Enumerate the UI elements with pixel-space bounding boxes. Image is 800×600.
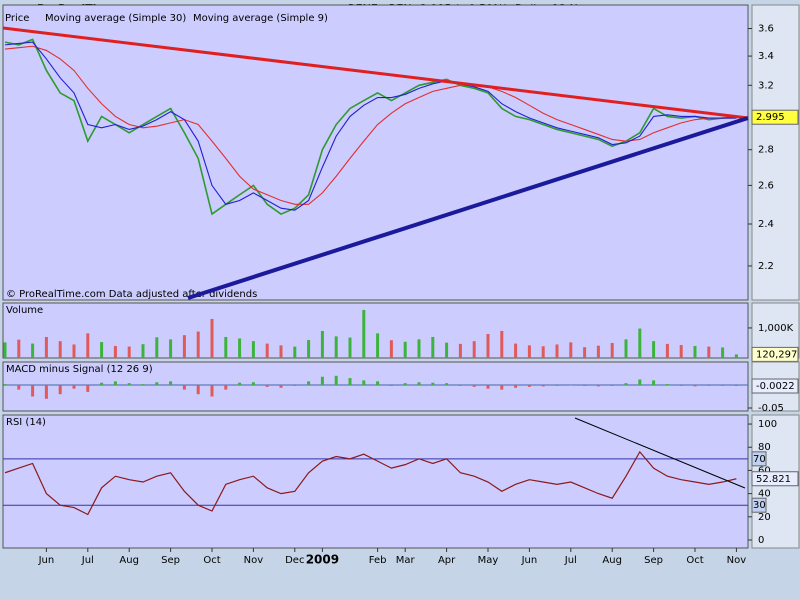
series-line <box>4 38 737 216</box>
y-tick-label: 2.4 <box>758 219 774 230</box>
x-tick-label: Aug <box>602 555 622 566</box>
x-tick-label: Sep <box>644 555 663 566</box>
legend-entry: Price <box>5 13 29 24</box>
value-box <box>751 471 799 487</box>
y-tick-label: 2.8 <box>758 145 774 156</box>
series-line <box>4 41 737 211</box>
axis-strip <box>751 4 800 301</box>
value-box <box>751 346 799 362</box>
y-tick-label: 2.2 <box>758 261 774 272</box>
x-tick-label: 2009 <box>306 553 339 567</box>
value-box-label: 2.995 <box>756 112 785 123</box>
x-tick-label: Nov <box>244 555 264 566</box>
y-tick-label: 20 <box>758 512 771 523</box>
value-box-label: -0.0022 <box>756 381 795 392</box>
panel <box>2 361 749 412</box>
resistance-line <box>2 26 749 120</box>
x-tick-label: Oct <box>686 555 703 566</box>
y-tick-label: 40 <box>758 489 771 500</box>
y-tick-label: 2.6 <box>758 180 774 191</box>
x-tick-label: Feb <box>369 555 387 566</box>
value-box <box>751 109 799 125</box>
x-tick-label: Oct <box>203 555 220 566</box>
y-tick-label: 100 <box>758 419 777 430</box>
x-tick-label: Aug <box>119 555 139 566</box>
y-tick-label: 3.2 <box>758 80 774 91</box>
x-tick-label: May <box>478 555 499 566</box>
panel <box>2 4 749 301</box>
annotation: © ProRealTime.com Data adjusted after di… <box>6 289 257 300</box>
trend-line <box>574 417 746 489</box>
x-tick-label: Jun <box>521 555 538 566</box>
level-label: 30 <box>753 500 766 511</box>
x-tick-label: Mar <box>396 555 416 566</box>
y-tick-label: 1,000K <box>758 323 794 334</box>
value-box <box>751 378 799 394</box>
support-line <box>187 116 749 300</box>
y-tick-label: 3.6 <box>758 24 774 35</box>
level-box <box>751 497 767 513</box>
value-box-label: 120,297 <box>756 349 797 360</box>
value-box-label: 52.821 <box>756 474 791 485</box>
panel-title: Volume <box>6 305 43 316</box>
level-box <box>751 451 767 467</box>
panel <box>2 414 749 549</box>
legend-entry: Moving average (Simple 9) <box>193 13 328 24</box>
y-tick-label: 3.4 <box>758 51 774 62</box>
panel <box>2 302 749 359</box>
x-tick-label: Jun <box>38 555 55 566</box>
x-tick-label: Jul <box>81 555 94 566</box>
x-tick-label: Jul <box>564 555 577 566</box>
y-tick-label: 80 <box>758 442 771 453</box>
panel-title: MACD minus Signal (12 26 9) <box>6 364 153 375</box>
x-tick-label: Sep <box>161 555 180 566</box>
x-tick-label: Dec <box>285 555 304 566</box>
level-label: 70 <box>753 454 766 465</box>
x-tick-label: Apr <box>438 555 456 566</box>
x-tick-label: Nov <box>727 555 747 566</box>
panel-title: RSI (14) <box>6 417 46 428</box>
y-tick-label: -0.05 <box>758 403 784 414</box>
y-tick-label: 0 <box>758 535 764 546</box>
rsi-line <box>4 450 737 516</box>
legend-entry: Moving average (Simple 30) <box>45 13 186 24</box>
y-tick-label: 60 <box>758 465 771 476</box>
series-line <box>4 45 737 205</box>
